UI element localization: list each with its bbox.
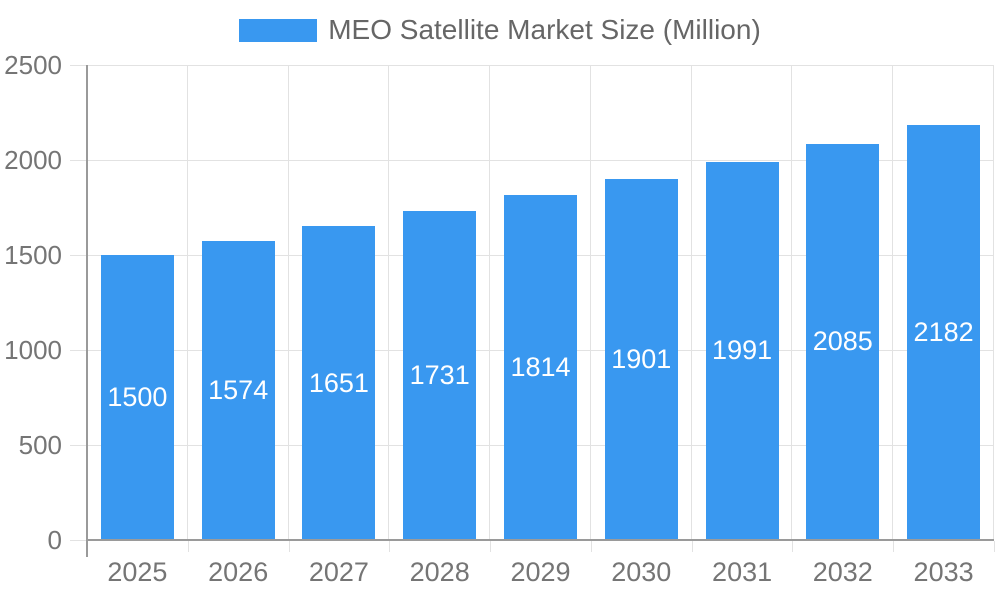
bar-2028: 1731 [403, 211, 477, 540]
plot-area: 1500 1574 1651 1731 1814 1901 1991 2085 2182 [87, 65, 994, 540]
bar-value-label: 1651 [308, 367, 369, 398]
y-axis-label: 1000 [4, 335, 62, 365]
bar-value-label: 2182 [913, 317, 974, 348]
x-tick-mark [691, 541, 693, 552]
y-tick-mark [70, 445, 86, 446]
x-axis-label: 2027 [308, 557, 369, 587]
v-gridline [287, 65, 289, 540]
y-axis-label: 0 [47, 525, 62, 555]
x-tick-mark [389, 541, 391, 552]
v-gridline [589, 65, 591, 540]
bar-value-label: 1901 [611, 343, 672, 374]
x-tick-mark [590, 541, 592, 552]
bar-value-label: 1814 [510, 352, 571, 383]
bar-value-label: 2085 [812, 326, 873, 357]
y-axis-line [86, 65, 88, 557]
y-tick-mark [70, 65, 86, 66]
bar-2033: 2182 [907, 125, 981, 540]
y-tick-mark [70, 540, 86, 541]
x-axis-label: 2025 [107, 557, 168, 587]
bar-2025: 1500 [100, 255, 174, 540]
x-axis-label: 2033 [913, 557, 974, 587]
chart-legend: MEO Satellite Market Size (Million) [0, 14, 1000, 46]
bar-value-label: 1500 [107, 382, 168, 412]
x-axis-label: 2032 [812, 557, 873, 587]
h-gridline [87, 65, 994, 66]
x-tick-mark [288, 541, 290, 552]
y-tick-mark [70, 160, 86, 161]
bar-2032: 2085 [806, 143, 880, 540]
x-tick-mark [792, 541, 794, 552]
x-tick-mark [490, 541, 492, 552]
v-gridline [388, 65, 390, 540]
x-tick-mark [994, 541, 995, 552]
x-axis-label: 2026 [208, 557, 269, 587]
y-axis-label: 2000 [4, 145, 62, 175]
v-gridline [489, 65, 491, 540]
x-axis-label: 2029 [510, 557, 571, 587]
x-axis-line [86, 539, 994, 541]
legend-item[interactable]: MEO Satellite Market Size (Million) [239, 16, 761, 44]
bar-2027: 1651 [302, 226, 376, 540]
v-gridline [186, 65, 188, 540]
y-tick-mark [70, 350, 86, 351]
bar-2031: 1991 [705, 161, 779, 540]
y-axis-label: 2500 [4, 50, 62, 80]
h-gridline [87, 160, 994, 161]
x-axis-label: 2031 [712, 557, 773, 587]
v-gridline [690, 65, 692, 540]
y-tick-mark [70, 255, 86, 256]
bar-2026: 1574 [201, 240, 275, 540]
x-tick-mark [187, 541, 189, 552]
legend-swatch [239, 18, 318, 42]
bar-value-label: 1731 [409, 360, 470, 391]
legend-label: MEO Satellite Market Size (Million) [328, 14, 761, 45]
x-tick-mark [893, 541, 895, 552]
x-axis-label: 2028 [409, 557, 470, 587]
y-axis-label: 1500 [4, 240, 62, 270]
v-gridline [993, 65, 994, 540]
bar-value-label: 1991 [712, 335, 773, 366]
bar-2029: 1814 [504, 195, 577, 540]
bar-value-label: 1574 [208, 374, 269, 405]
y-axis-label: 500 [18, 430, 62, 460]
bar-2030: 1901 [604, 178, 678, 540]
x-axis-label: 2030 [611, 557, 672, 587]
v-gridline [892, 65, 894, 540]
v-gridline [791, 65, 793, 540]
